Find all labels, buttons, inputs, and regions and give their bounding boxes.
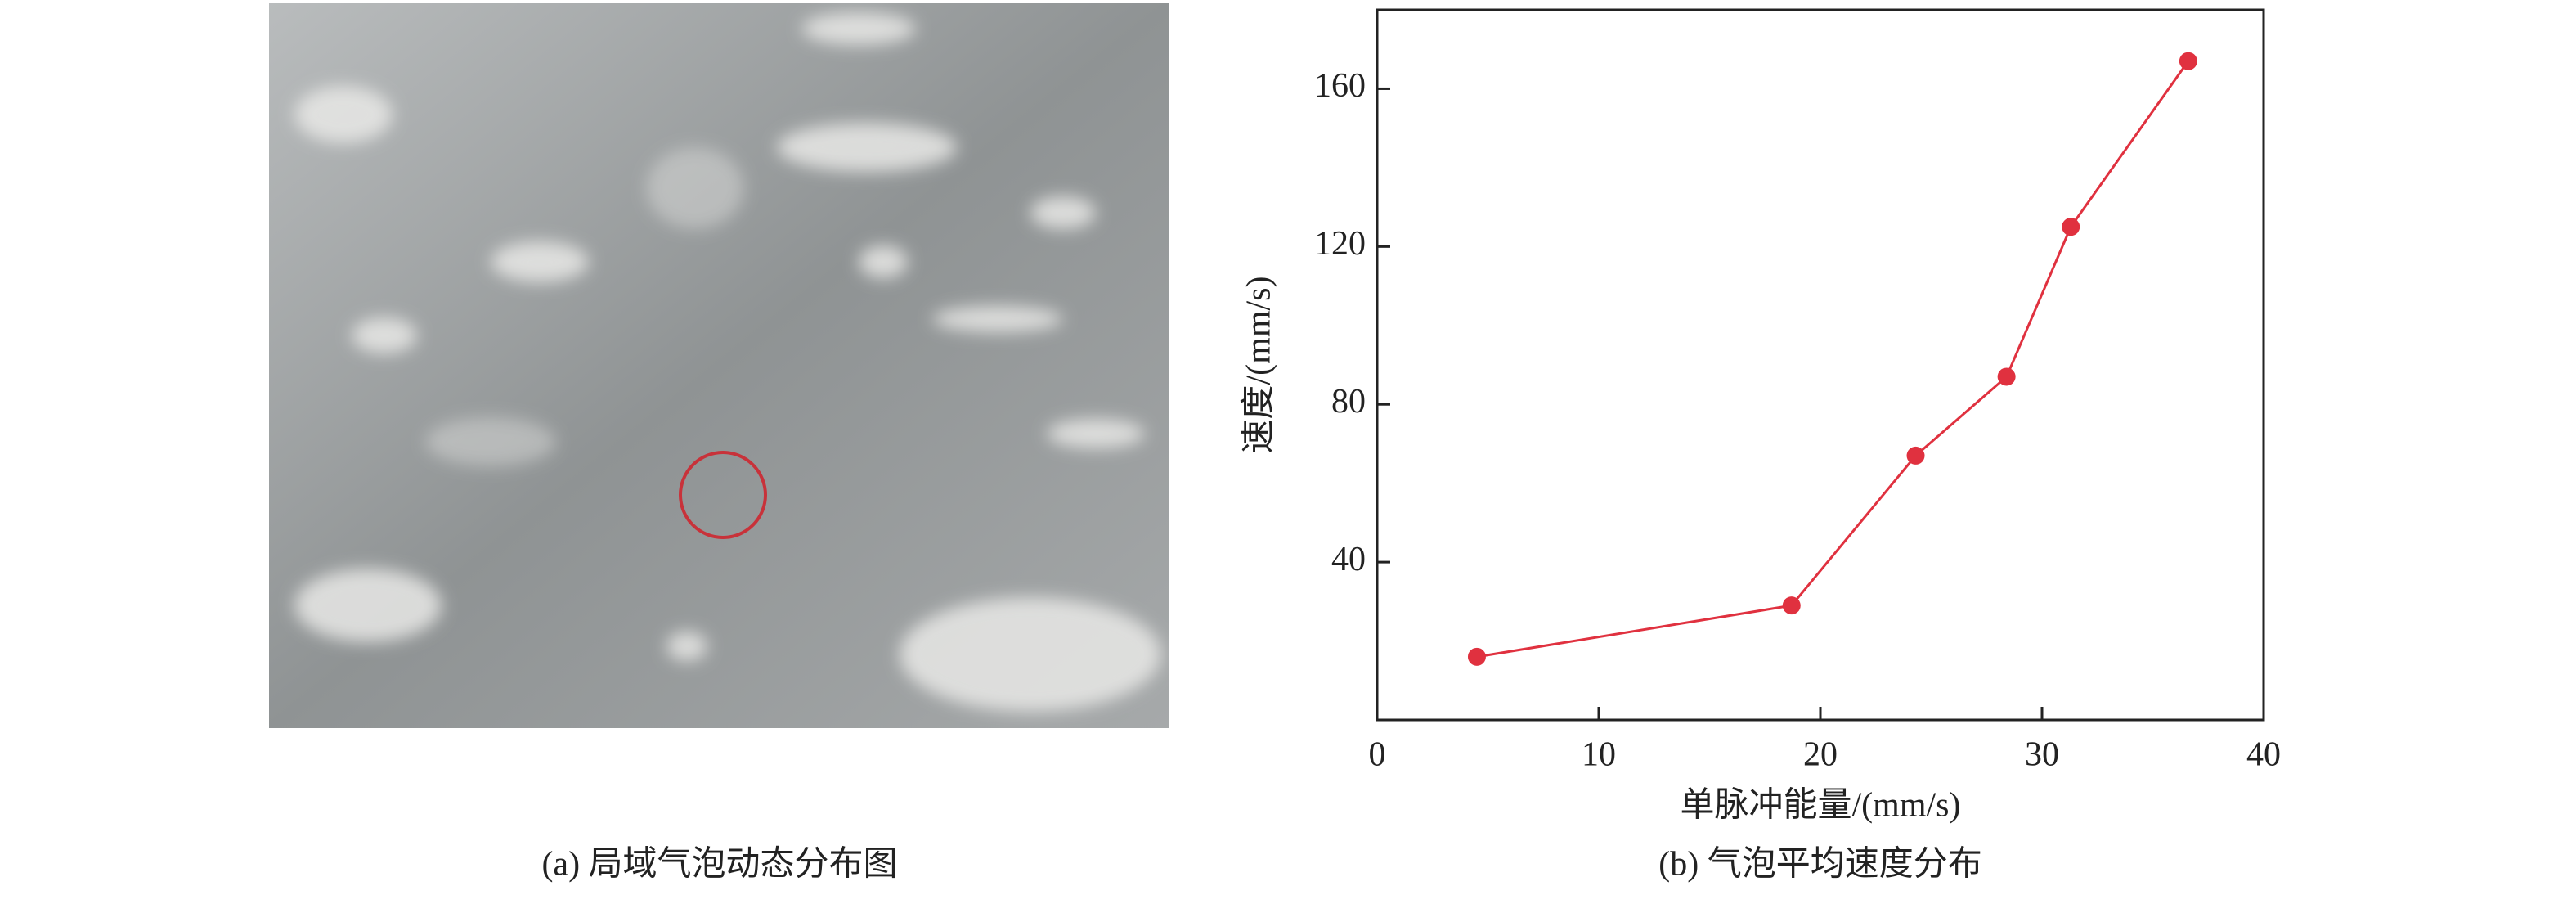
x-tick-label: 40	[2246, 736, 2281, 774]
data-point	[2179, 52, 2197, 70]
y-axis-label: 速度/(mm/s)	[1241, 277, 1278, 454]
data-line	[1476, 60, 2190, 659]
data-point	[1467, 647, 1486, 666]
x-tick-label: 30	[2025, 736, 2059, 774]
caption-b: (b) 气泡平均速度分布	[1658, 846, 1981, 884]
plot-frame	[1376, 8, 2265, 722]
data-point	[1782, 596, 1801, 615]
y-tick-label: 80	[1331, 383, 1366, 421]
x-tick-label: 20	[1803, 736, 1838, 774]
y-tick-label: 120	[1314, 225, 1366, 263]
x-axis-label: 单脉冲能量/(mm/s)	[1681, 787, 1961, 825]
bubble-photo	[269, 3, 1169, 728]
x-tick-label: 10	[1582, 736, 1616, 774]
y-tick-label: 40	[1331, 541, 1366, 578]
x-tick-label: 0	[1369, 736, 1386, 774]
data-point	[1997, 367, 2016, 386]
caption-a: (a) 局域气泡动态分布图	[541, 846, 897, 884]
data-point	[2062, 218, 2080, 236]
data-point	[1906, 446, 1925, 465]
y-tick-label: 160	[1314, 67, 1366, 105]
